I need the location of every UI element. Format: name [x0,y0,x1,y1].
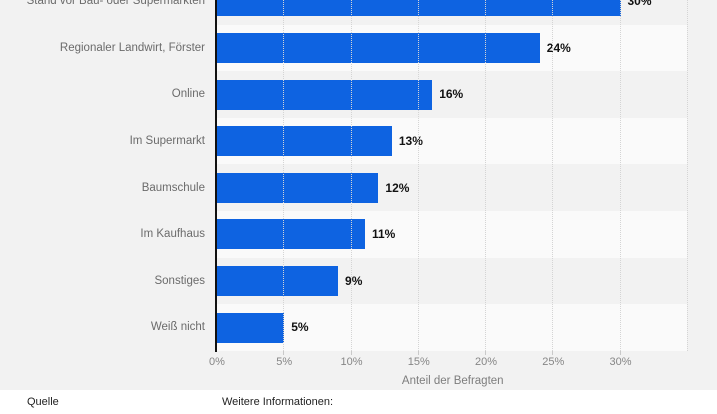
tick-label: 5% [276,356,293,368]
bar[interactable] [217,79,433,110]
value-label: 30% [627,0,652,9]
value-label: 12% [385,180,410,195]
bar[interactable] [217,32,540,63]
tick-mark [552,351,554,355]
bar[interactable] [217,0,621,17]
bar[interactable] [217,265,339,296]
source-label[interactable]: Quelle [27,396,59,408]
category-label: Im Kaufhaus [140,228,205,241]
bar[interactable] [217,126,392,157]
value-label: 5% [291,320,309,335]
bar[interactable] [217,172,379,203]
tick-label: 10% [340,356,363,368]
value-label: 13% [398,134,423,149]
category-label: Weiß nicht [150,321,205,334]
category-label: Stand vor Bau- oder Supermärkten [26,0,205,8]
tick-mark [350,351,352,355]
category-label: Im Supermarkt [129,135,205,148]
gridline [350,0,352,351]
value-label: 11% [371,227,396,242]
gridline [686,0,688,351]
category-label: Baumschule [141,181,205,194]
tick-label: 20% [474,356,498,368]
category-label: Regionaler Landwirt, Förster [59,41,205,54]
gridline [283,0,285,351]
tick-mark [417,351,419,355]
tick-mark [283,351,285,355]
category-label: Online [171,88,205,101]
tick-mark [485,351,486,355]
gridline [552,0,554,351]
gridline [485,0,486,351]
value-label: 16% [439,87,464,102]
value-label: 9% [345,273,363,288]
tick-label: 15% [407,356,430,368]
x-axis-title: Anteil der Befragten [401,375,504,387]
value-label: 24% [546,40,571,55]
category-label: Sonstiges [154,274,205,287]
gridline [417,0,419,351]
bar[interactable] [217,312,285,343]
x-axis-line [215,0,217,352]
footer: Quelle Weitere Informationen: [0,390,717,414]
more-info-label[interactable]: Weitere Informationen: [222,396,334,408]
tick-label: 25% [542,356,565,368]
tick-label: 30% [609,356,632,368]
bar[interactable] [217,219,365,250]
tick-mark [619,351,621,355]
row-stripe [216,304,687,351]
tick-label: 0% [209,356,225,368]
gridline [619,0,621,351]
